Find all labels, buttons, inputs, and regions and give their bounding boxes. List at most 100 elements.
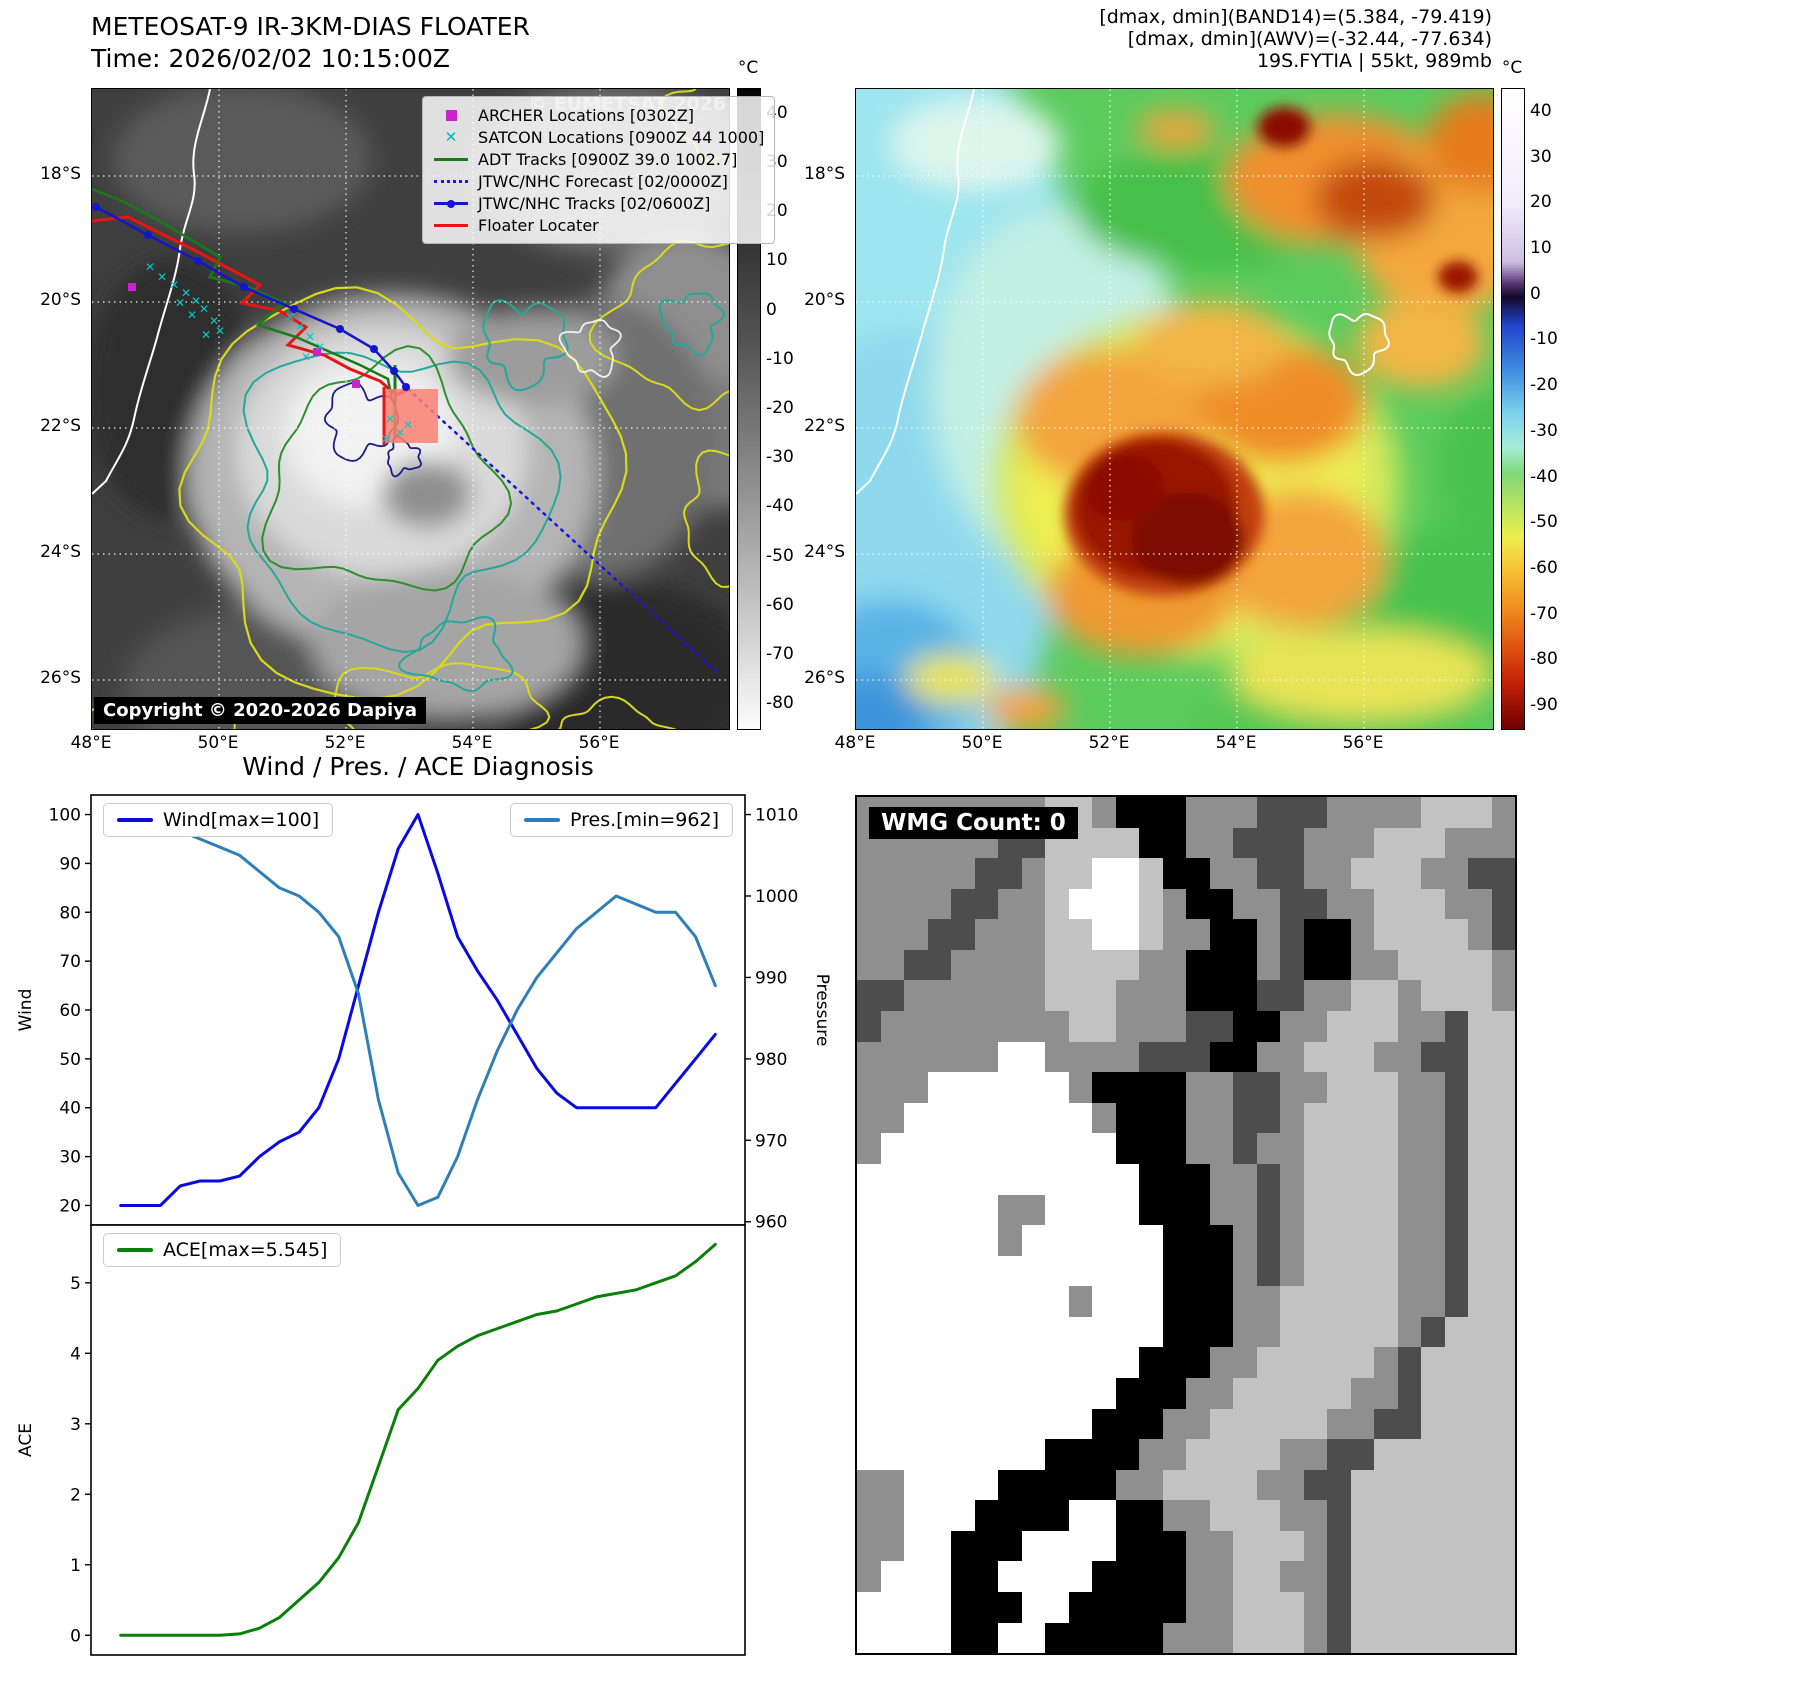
wmg-cell <box>1021 1133 1045 1164</box>
wind-pressure-chart-right-ticklabel: 990 <box>755 968 787 988</box>
wmg-cell <box>1350 1316 1374 1348</box>
wmg-cell <box>1374 1316 1398 1348</box>
wmg-cell <box>1186 797 1210 828</box>
wmg-cell <box>1303 1286 1327 1317</box>
wmg-cell <box>1186 1622 1210 1654</box>
track-line-icon <box>434 223 468 227</box>
wmg-cell <box>1350 1347 1374 1378</box>
wmg-cell <box>1303 1377 1327 1409</box>
wmg-cell <box>1374 980 1398 1012</box>
wmg-cell <box>1021 1316 1045 1348</box>
wmg-cell <box>1233 1439 1257 1470</box>
wmg-cell <box>904 949 928 981</box>
wmg-cell <box>974 1500 998 1531</box>
wmg-cell <box>927 919 951 950</box>
wmg-cell <box>1491 1347 1515 1378</box>
wmg-cell <box>1021 1225 1045 1256</box>
wmg-cell <box>1186 919 1210 950</box>
wmg-cell <box>1421 1072 1445 1103</box>
pressure-legend: Pres.[min=962] <box>510 803 733 837</box>
wmg-cell <box>857 1500 881 1531</box>
wmg-cell <box>951 1500 975 1531</box>
wmg-cell <box>1303 1225 1327 1256</box>
wmg-cell <box>1374 1530 1398 1562</box>
wmg-cell <box>1162 858 1186 889</box>
ace-chart-left-ticklabel: 1 <box>70 1556 81 1576</box>
satcon-marker: ✕ <box>209 314 219 328</box>
contour-yellow <box>683 449 729 588</box>
wmg-cell <box>880 1408 904 1440</box>
wmg-cell <box>927 1194 951 1226</box>
legend-item: JTWC/NHC Forecast [02/0000Z] <box>433 170 764 192</box>
wmg-cell <box>974 1439 998 1470</box>
wmg-cell <box>880 919 904 950</box>
wmg-cell <box>1280 1194 1304 1226</box>
wmg-cell <box>1444 1622 1468 1654</box>
wmg-cell <box>1374 888 1398 920</box>
wmg-cell <box>1068 949 1092 981</box>
wmg-cell <box>974 1377 998 1409</box>
wmg-cell <box>927 1622 951 1654</box>
wmg-cell <box>1021 1347 1045 1378</box>
jtwc-track-point <box>390 367 398 375</box>
wmg-row <box>857 1622 1515 1654</box>
wmg-cell <box>1303 797 1327 828</box>
wmg-cell <box>1209 888 1233 920</box>
wmg-cell <box>927 1469 951 1501</box>
wmg-cell <box>1444 1561 1468 1593</box>
contour-white <box>558 319 622 378</box>
ir-lon-ticklabel: 50°E <box>197 733 239 753</box>
wmg-cell <box>1092 1347 1116 1378</box>
wmg-cell <box>1256 1347 1280 1378</box>
wmg-cell <box>1045 1041 1069 1073</box>
wmg-cell <box>1303 1500 1327 1531</box>
wmg-cell <box>1374 1225 1398 1256</box>
legend-item: JTWC/NHC Tracks [02/0600Z] <box>433 192 764 214</box>
wmg-cell <box>857 1163 881 1195</box>
wmg-cell <box>1233 1041 1257 1073</box>
wmg-cell <box>1491 1072 1515 1103</box>
wmg-cell <box>998 1500 1022 1531</box>
wmg-cell <box>1115 888 1139 920</box>
wmg-cell <box>880 858 904 889</box>
awv-colorbar-ticklabel: -70 <box>1530 603 1558 624</box>
wmg-cell <box>1327 919 1351 950</box>
wmg-cell <box>1327 1225 1351 1256</box>
jtwc-forecast-track <box>406 387 722 677</box>
awv-lat-ticklabel: 20°S <box>804 290 845 310</box>
wmg-cell <box>1021 1500 1045 1531</box>
awv-colorbar-unit: °C <box>1501 58 1523 78</box>
wmg-cell <box>927 1011 951 1042</box>
wmg-cell <box>1397 980 1421 1012</box>
wmg-cell <box>1139 1592 1163 1623</box>
ace-chart-left-ticklabel: 2 <box>70 1485 81 1505</box>
wmg-cell <box>1280 1439 1304 1470</box>
wmg-cell <box>1068 1408 1092 1440</box>
contour-teal <box>482 299 569 392</box>
wmg-cell <box>1468 1500 1492 1531</box>
legend-label: Floater Locater <box>478 215 599 235</box>
awv-colorbar-ticklabel: 0 <box>1530 283 1541 304</box>
wmg-cell <box>880 1255 904 1287</box>
wmg-cell <box>951 1561 975 1593</box>
wmg-cell <box>880 1011 904 1042</box>
awv-range-label: [dmax, dmin](AWV)=(-32.44, -77.634) <box>1127 28 1492 50</box>
wind-pressure-chart-right-ticklabel: 980 <box>755 1050 787 1070</box>
ir-grid-lines <box>92 89 729 729</box>
contour-yellow <box>178 286 628 700</box>
floater-track <box>92 215 411 397</box>
wmg-cell <box>1303 1561 1327 1593</box>
wmg-cell <box>1045 1011 1069 1042</box>
satcon-marker: ✕ <box>315 340 325 354</box>
wmg-cell <box>857 1225 881 1256</box>
wmg-cell <box>1045 1255 1069 1287</box>
wmg-cell <box>1350 1439 1374 1470</box>
wmg-cell <box>974 888 998 920</box>
wmg-cell <box>1139 1530 1163 1562</box>
wmg-cell <box>1280 1347 1304 1378</box>
wmg-cell <box>1068 1102 1092 1134</box>
pressure-axis-label: Pressure <box>812 973 832 1047</box>
wmg-cell <box>1092 1163 1116 1195</box>
wmg-cell <box>1115 1408 1139 1440</box>
wmg-cell <box>880 1439 904 1470</box>
